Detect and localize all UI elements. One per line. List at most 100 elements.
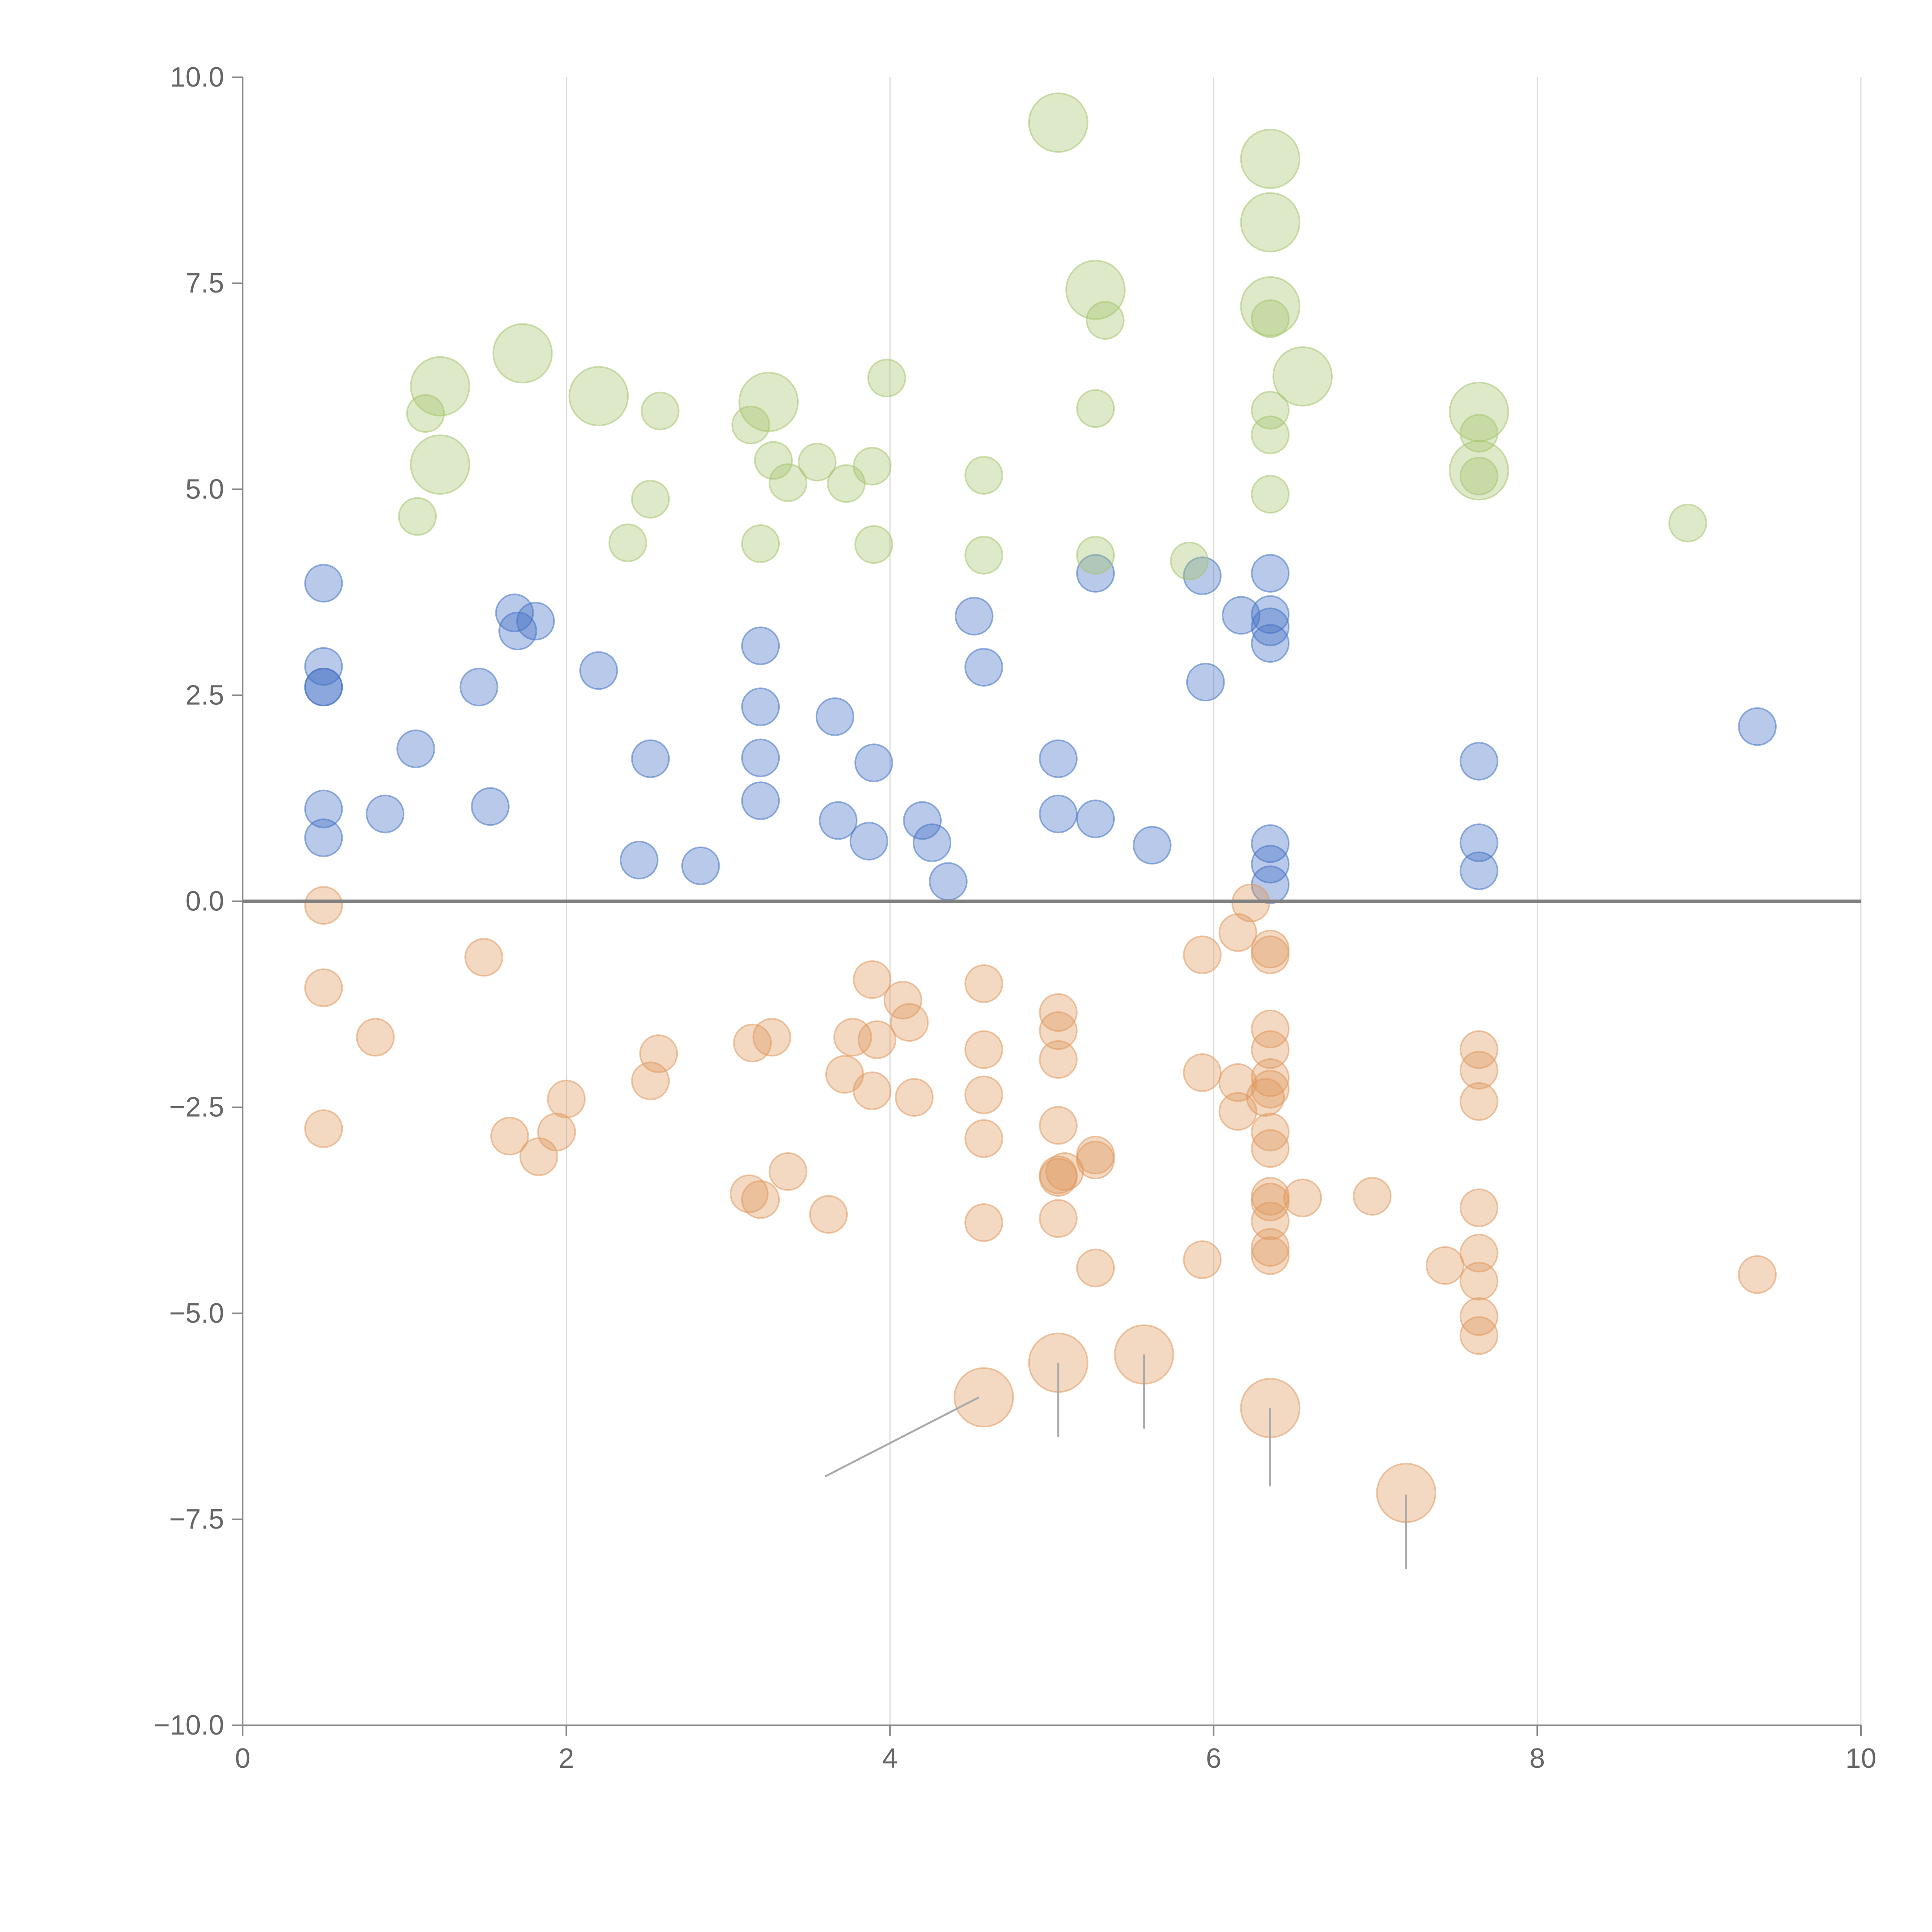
orange-bubble-0 <box>304 886 343 925</box>
orange-bubble-72 <box>1459 1082 1498 1121</box>
green-bubble-34 <box>1272 346 1333 406</box>
orange-bubble-58 <box>1251 1112 1290 1151</box>
orange-bubble-1 <box>304 968 343 1007</box>
x-tick-label-4: 8 <box>1529 1743 1545 1774</box>
green-bubble-0 <box>398 497 437 536</box>
green-bubble-21 <box>1028 92 1088 153</box>
orange-bubble-20 <box>853 1071 892 1110</box>
orange-bubble-28 <box>964 1119 1003 1158</box>
orange-bubble-39 <box>1045 1152 1084 1191</box>
orange-bubble-26 <box>964 1030 1003 1069</box>
orange-bubble-14 <box>752 1018 791 1057</box>
x-tick-label-5: 10 <box>1845 1743 1876 1774</box>
blue-bubble-20 <box>741 781 780 820</box>
orange-bubble-59 <box>1251 1129 1290 1168</box>
blue-bubble-31 <box>1039 794 1078 833</box>
x-tick-label-3: 6 <box>1206 1743 1221 1774</box>
orange-bubble-62 <box>1251 1201 1290 1240</box>
blue-bubble-11 <box>498 612 537 651</box>
orange-bubble-34 <box>1039 1106 1078 1145</box>
blue-bubble-21 <box>815 697 854 736</box>
green-bubble-22 <box>1065 260 1126 320</box>
orange-bubble-3 <box>356 1018 395 1057</box>
blue-bubble-16 <box>681 846 720 885</box>
orange-bubble-16 <box>809 1195 848 1234</box>
orange-bubble-21 <box>857 1020 896 1059</box>
orange-bubble-22 <box>883 981 922 1020</box>
green-bubble-14 <box>798 442 837 481</box>
green-bubble-19 <box>964 456 1003 495</box>
orange-bubble-36 <box>1039 1158 1078 1197</box>
blue-bubble-5 <box>304 818 343 857</box>
orange-bubble-64 <box>1251 1236 1290 1275</box>
green-bubble-26 <box>1170 541 1209 580</box>
blue-bubble-23 <box>849 821 888 861</box>
green-bubble-6 <box>608 523 647 562</box>
blue-bubble-13 <box>579 651 618 690</box>
blue-bubble-22 <box>819 801 858 840</box>
green-bubble-28 <box>1240 192 1301 253</box>
orange-bubble-24 <box>895 1078 934 1117</box>
blue-bubble-19 <box>741 738 780 777</box>
axes-layer: −10.0 −7.5 −5.0 −2.5 0.0 2.5 5.0 7.5 10.0 0 2 4 6 8 10 <box>154 62 1876 1774</box>
orange-bubble-8 <box>547 1080 586 1119</box>
blue-bubble-18 <box>741 687 780 726</box>
green-bubble-37 <box>1449 440 1509 501</box>
orange-bubble-46 <box>1183 1240 1222 1279</box>
orange-bubble-63 <box>1251 1228 1290 1267</box>
orange-bubble-23 <box>890 1003 929 1042</box>
orange-bubble-53 <box>1251 935 1290 975</box>
orange-bubble-44 <box>1183 935 1222 975</box>
blue-bubble-17 <box>741 626 780 665</box>
orange-bubble-4 <box>464 938 503 977</box>
blue-bubble-7 <box>396 729 435 768</box>
blue-bubble-47 <box>1459 851 1498 890</box>
x-tick-label-0: 0 <box>235 1743 250 1774</box>
orange-bubble-69 <box>1425 1246 1464 1285</box>
orange-bubble-75 <box>1459 1262 1498 1301</box>
orange-bubble-29 <box>964 1203 1003 1242</box>
blue-bubble-1 <box>304 647 343 686</box>
y-tick-label-2: −5.0 <box>169 1298 224 1329</box>
green-bubble-24 <box>1076 536 1115 575</box>
green-bubble-11 <box>738 372 799 432</box>
orange-bubble-33 <box>1039 1040 1078 1079</box>
orange-bubble-73 <box>1459 1188 1498 1227</box>
green-bubble-29 <box>1240 276 1301 337</box>
x-tick-label-1: 2 <box>559 1743 574 1774</box>
orange-bubble-67 <box>1353 1177 1392 1216</box>
orange-bubble-11 <box>730 1174 769 1213</box>
blue-bubble-35 <box>1183 556 1222 595</box>
green-bubble-23 <box>1076 389 1115 428</box>
orange-bubble-56 <box>1251 1058 1290 1097</box>
blue-bubble-15 <box>631 739 670 778</box>
blue-bubble-26 <box>913 823 952 862</box>
green-bubble-4 <box>492 323 553 384</box>
orange-bubble-74 <box>1459 1234 1498 1273</box>
blue-bubble-38 <box>1251 554 1290 593</box>
orange-bubble-47 <box>1218 913 1257 952</box>
orange-bubble-5 <box>490 1117 529 1156</box>
blue-bubble-41 <box>1251 624 1290 663</box>
orange-bubble-66 <box>1283 1179 1322 1218</box>
orange-bubble-37 <box>1039 1199 1078 1238</box>
orange-bubble-77 <box>1459 1316 1498 1355</box>
green-bubble-32 <box>1251 415 1290 454</box>
blue-bubble-24 <box>854 743 893 782</box>
orange-bubble-41 <box>1076 1141 1115 1180</box>
green-bubble-25 <box>1086 301 1125 340</box>
green-bubble-30 <box>1251 299 1290 338</box>
orange-bubble-27 <box>964 1075 1003 1114</box>
blue-bubble-9 <box>471 787 510 826</box>
orange-bubble-13 <box>741 1180 780 1219</box>
blue-bubble-27 <box>929 862 968 901</box>
blue-bubble-39 <box>1251 595 1290 634</box>
green-bubble-17 <box>854 525 893 564</box>
orange-bubble-15 <box>769 1152 808 1191</box>
y-tick-label-4: 0.0 <box>185 886 224 917</box>
y-tick-label-5: 2.5 <box>185 680 224 711</box>
x-tick-label-2: 4 <box>882 1743 898 1774</box>
y-tick-label-8: 10.0 <box>170 62 224 93</box>
blue-bubble-36 <box>1186 663 1225 702</box>
blue-bubble-0 <box>304 564 343 603</box>
